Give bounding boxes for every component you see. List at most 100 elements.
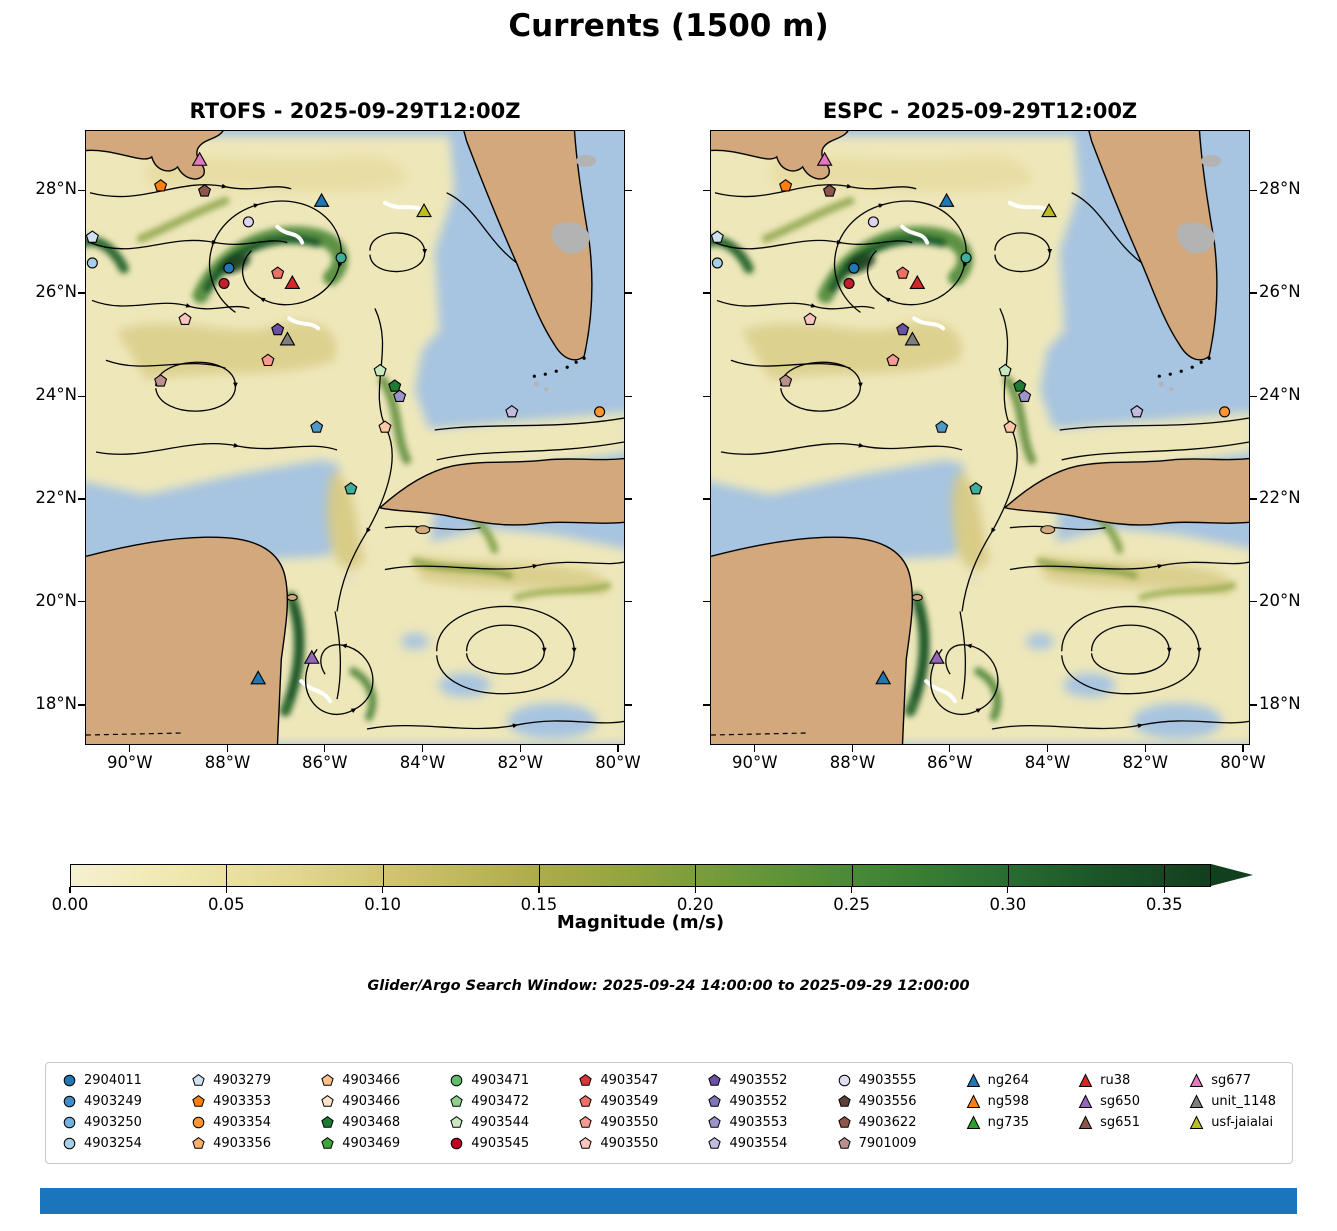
legend-entry: 4903552	[707, 1093, 787, 1110]
pentagon-marker-icon	[579, 1094, 593, 1107]
pentagon-marker-icon	[321, 1094, 334, 1107]
legend-label: 4903550	[600, 1115, 659, 1130]
legend: 2904011 4903249 4903250 4903254 4903279 49033…	[45, 1062, 1293, 1164]
legend-entry: 4903554	[707, 1135, 787, 1152]
lat-tick	[625, 601, 632, 603]
platform-marker-usf-jaialai	[416, 203, 432, 218]
circle-marker-icon	[192, 1116, 205, 1129]
legend-entry: 4903550	[578, 1135, 658, 1152]
legend-label: 4903254	[84, 1136, 142, 1151]
lat-ticklabel: 20°N	[35, 590, 77, 610]
platform-marker-7901009	[779, 374, 793, 387]
circle-marker-icon	[450, 1074, 463, 1087]
lat-tick	[1250, 498, 1257, 500]
colorbar-seg-line	[1164, 864, 1166, 887]
legend-label: 4903553	[729, 1115, 788, 1130]
platform-marker-4903472	[969, 481, 983, 495]
map-panel-rtofs	[85, 130, 625, 745]
lon-ticklabel: 88°W	[204, 753, 251, 772]
lon-ticklabel: 82°W	[1122, 753, 1169, 772]
legend-entry: sg650	[1078, 1093, 1140, 1110]
colorbar-tick	[538, 887, 540, 893]
legend-entry: 4903469	[320, 1135, 400, 1152]
platform-marker-4903554	[505, 404, 519, 418]
legend-entry: 4903472	[449, 1093, 529, 1110]
legend-entry: 4903555	[837, 1072, 917, 1089]
triangle-marker-icon	[1189, 1073, 1204, 1087]
legend-label: ru38	[1100, 1073, 1131, 1088]
lat-ticklabel: 22°N	[35, 488, 77, 507]
lat-tick	[78, 498, 85, 500]
lat-tick	[625, 498, 632, 500]
legend-label: 4903622	[858, 1115, 917, 1130]
platform-marker-4903550	[803, 312, 817, 325]
legend-entry: 7901009	[837, 1135, 916, 1152]
legend-label: 4903250	[84, 1115, 142, 1130]
legend-label: sg651	[1100, 1115, 1140, 1130]
circle-marker-icon	[63, 1137, 76, 1150]
colorbar-tick	[850, 887, 853, 893]
colorbar-seg-line	[226, 864, 228, 887]
search-window-note: Glider/Argo Search Window: 2025-09-24 14…	[367, 978, 970, 994]
lat-ticklabel: 22°N	[1259, 488, 1301, 507]
legend-entry: 4903466	[320, 1072, 400, 1089]
colorbar-seg-line	[1007, 864, 1009, 887]
platform-marker-4903553	[1018, 389, 1032, 402]
pentagon-marker-icon	[579, 1136, 593, 1149]
colorbar-seg-line	[695, 864, 697, 887]
legend-entry: 4903254	[62, 1135, 142, 1152]
legend-label: usf-jaialai	[1211, 1115, 1274, 1130]
platform-marker-4903555	[242, 216, 254, 228]
platform-marker-4903555	[867, 216, 879, 228]
platform-marker-4903550	[178, 312, 192, 325]
legend-entry: sg651	[1078, 1114, 1140, 1131]
legend-entry: 4903466	[320, 1093, 400, 1110]
legend-column-8: ru38 sg650 sg651	[1078, 1072, 1140, 1154]
pentagon-marker-icon	[708, 1136, 722, 1149]
triangle-marker-icon	[1189, 1115, 1204, 1129]
colorbar-ticklabel: 0.00	[51, 895, 89, 914]
platform-marker-4903545	[843, 277, 855, 290]
lon-tick	[421, 745, 424, 752]
platform-marker-4903622	[823, 184, 837, 197]
platform-marker-4903553	[393, 389, 407, 402]
legend-label: 4903471	[471, 1073, 530, 1088]
pentagon-marker-icon	[837, 1136, 851, 1149]
platform-marker-ru38	[909, 274, 926, 290]
platform-marker-4903466	[1003, 420, 1017, 433]
lat-tick	[703, 292, 710, 294]
lat-ticklabel: 20°N	[1259, 590, 1301, 610]
lat-tick	[625, 292, 632, 294]
lon-tick	[851, 745, 854, 752]
lat-ticklabel: 24°N	[1259, 385, 1301, 405]
legend-column-0: 2904011 4903249 4903250 4903254	[62, 1072, 142, 1154]
platform-marker-unit_1148	[279, 331, 296, 346]
legend-label: ng264	[987, 1073, 1029, 1088]
triangle-marker-icon	[966, 1073, 980, 1087]
pentagon-marker-icon	[321, 1136, 334, 1149]
legend-label: 4903555	[858, 1073, 917, 1088]
lat-tick	[703, 704, 710, 706]
pentagon-marker-icon	[321, 1073, 334, 1086]
platform-marker-sg677	[816, 151, 833, 166]
platform-marker-4903353	[154, 179, 168, 192]
lat-tick	[1250, 395, 1257, 397]
platform-marker-4903472	[344, 481, 358, 495]
legend-label: 4903549	[600, 1094, 659, 1109]
pentagon-marker-icon	[450, 1115, 463, 1128]
legend-column-7: ng264 ng598 ng735	[966, 1072, 1029, 1154]
colorbar-tick	[69, 887, 71, 893]
platform-marker-4903254	[86, 257, 98, 269]
circle-marker-icon	[63, 1074, 76, 1087]
footer-bar	[40, 1188, 1297, 1214]
lat-tick	[703, 498, 710, 500]
colorbar-seg-line	[538, 864, 540, 887]
platform-marker-4903254	[711, 257, 723, 269]
lon-ticklabel: 84°W	[1024, 753, 1071, 772]
circle-marker-icon	[63, 1095, 76, 1108]
legend-column-5: 4903552 4903552 4903553 4903554	[707, 1072, 787, 1154]
platform-marker-ng264	[938, 192, 955, 207]
legend-entry: 4903622	[837, 1114, 917, 1131]
legend-entry: 4903556	[837, 1093, 916, 1110]
legend-entry: 4903549	[578, 1093, 658, 1110]
